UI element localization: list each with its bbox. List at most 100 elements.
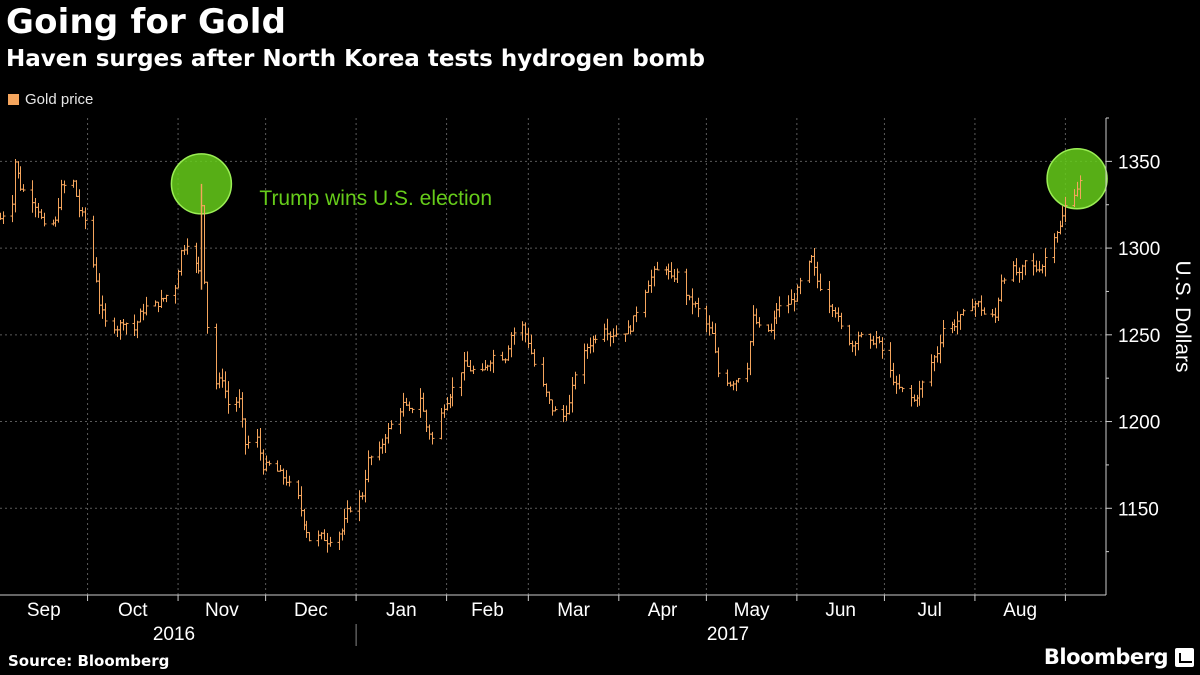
price-bar (553, 406, 558, 412)
x-year-label: 2017 (707, 624, 749, 645)
price-bar (328, 536, 333, 547)
price-bar (818, 273, 823, 292)
price-bar (868, 333, 873, 349)
price-bar (421, 392, 426, 412)
price-bar (941, 319, 946, 348)
price-bar (561, 404, 566, 423)
price-bar (880, 337, 885, 359)
x-month-label: Oct (118, 600, 148, 621)
price-bar (955, 311, 960, 335)
price-bar (815, 261, 820, 289)
price-bar (523, 322, 528, 343)
price-bar (1017, 267, 1022, 283)
price-bar (932, 354, 937, 372)
price-bar (935, 346, 940, 363)
price-bar (18, 166, 23, 191)
price-bar (751, 305, 756, 346)
price-bar (30, 180, 35, 213)
price-bar (202, 204, 207, 285)
price-bar (798, 277, 803, 295)
x-month-label: Jul (918, 600, 942, 621)
price-bar (631, 315, 636, 332)
price-bar (16, 161, 21, 179)
price-bar (153, 300, 158, 307)
legend-swatch (8, 94, 19, 105)
price-bar (246, 435, 251, 449)
price-bar (774, 302, 779, 325)
price-bar (112, 317, 117, 334)
price-bar (585, 343, 590, 359)
price-bar (888, 342, 893, 378)
price-bar (836, 307, 841, 322)
chart-title: Going for Gold (6, 2, 287, 42)
price-bar (713, 323, 718, 354)
price-bar (664, 266, 669, 276)
price-bar (83, 207, 88, 230)
price-bar (220, 368, 225, 388)
price-bar (912, 394, 917, 402)
price-bar (982, 307, 987, 315)
price-bar (731, 381, 736, 391)
x-year-label: 2016 (153, 624, 195, 645)
price-bar (483, 360, 488, 371)
price-bar (377, 441, 382, 461)
price-bar (214, 323, 219, 390)
price-bar (205, 281, 210, 334)
price-bar (448, 394, 453, 409)
price-bar (13, 159, 18, 213)
price-bar (418, 388, 423, 418)
price-bar (915, 394, 920, 407)
price-bar (567, 394, 572, 415)
price-bar (217, 372, 222, 389)
price-bar (628, 325, 633, 335)
price-bar (792, 292, 797, 312)
price-bar (264, 455, 269, 472)
y-tick-label: 1250 (1118, 326, 1160, 347)
price-bar (839, 312, 844, 330)
price-bar (21, 184, 26, 192)
price-bar (267, 460, 272, 466)
price-bar (961, 308, 966, 316)
price-bar (179, 249, 184, 276)
price-bar (582, 343, 587, 384)
price-bar (1034, 260, 1039, 273)
price-bar (299, 486, 304, 517)
price-bar (547, 391, 552, 404)
price-bar (275, 460, 280, 472)
price-bar (950, 321, 955, 334)
price-bar (993, 307, 998, 323)
price-bar (103, 303, 108, 327)
price-bar (979, 295, 984, 316)
price-bar (736, 377, 741, 383)
price-bar (544, 383, 549, 397)
price-bar (74, 180, 79, 197)
x-month-label: Dec (294, 600, 328, 621)
price-bar (812, 248, 817, 276)
price-bar (526, 327, 531, 348)
price-bar (185, 238, 190, 255)
x-month-label: Nov (205, 600, 239, 621)
price-bar (550, 399, 555, 416)
x-month-label: Apr (648, 600, 678, 621)
price-bar (135, 320, 140, 339)
price-bar (94, 257, 99, 283)
x-month-label: Jan (386, 600, 417, 621)
price-bar (874, 331, 879, 349)
bloomberg-chart-icon (1175, 648, 1194, 667)
price-bar (304, 520, 309, 538)
x-month-label: Jun (825, 600, 856, 621)
brand-wordmark: Bloomberg (1043, 645, 1169, 669)
price-bar (990, 308, 995, 318)
price-bar (593, 334, 598, 344)
price-bar (258, 427, 263, 461)
price-bar (769, 323, 774, 333)
price-bar (36, 202, 41, 218)
price-bar (281, 468, 286, 485)
price-bar (176, 269, 181, 289)
x-month-label: Feb (471, 600, 504, 621)
price-bar (348, 506, 353, 513)
price-bar (1031, 253, 1036, 276)
price-bar (284, 470, 289, 486)
price-bar (389, 420, 394, 430)
